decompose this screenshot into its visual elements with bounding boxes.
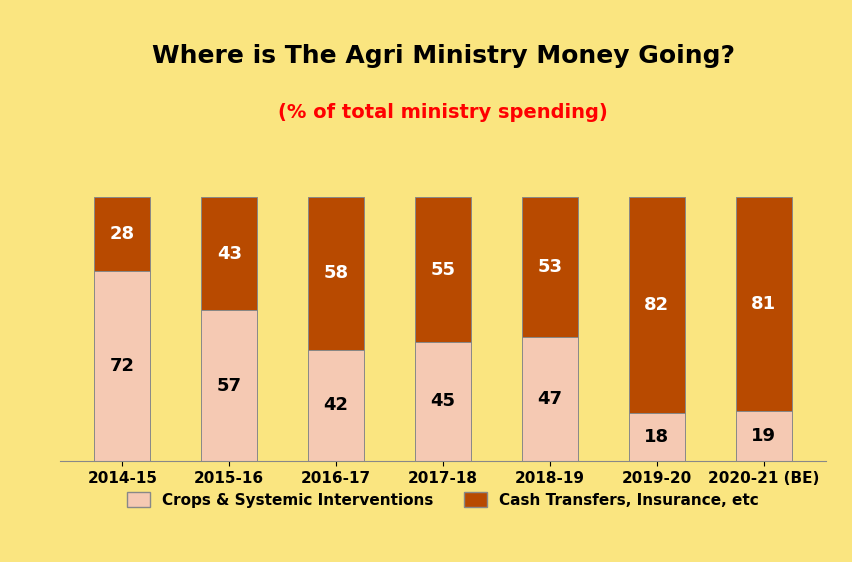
Text: 72: 72 — [110, 357, 135, 375]
Text: 47: 47 — [538, 390, 562, 408]
Text: 43: 43 — [216, 244, 242, 262]
Bar — [95, 271, 150, 461]
Bar — [201, 197, 257, 310]
Bar — [629, 197, 685, 413]
Text: (% of total ministry spending): (% of total ministry spending) — [278, 103, 608, 122]
Text: 28: 28 — [110, 225, 135, 243]
Text: 55: 55 — [430, 261, 456, 279]
Bar — [308, 350, 364, 461]
Text: 57: 57 — [216, 377, 242, 395]
Legend: Crops & Systemic Interventions, Cash Transfers, Insurance, etc: Crops & Systemic Interventions, Cash Tra… — [121, 486, 765, 514]
Text: 82: 82 — [644, 296, 670, 314]
Bar — [736, 411, 792, 461]
Bar — [522, 197, 578, 337]
Text: 18: 18 — [644, 428, 670, 446]
Text: 19: 19 — [751, 427, 776, 445]
Bar — [308, 197, 364, 350]
Bar — [629, 413, 685, 461]
Bar — [736, 197, 792, 411]
Text: 81: 81 — [751, 295, 776, 313]
Text: 45: 45 — [430, 392, 456, 410]
Bar — [201, 310, 257, 461]
Text: 53: 53 — [538, 258, 562, 276]
Bar — [522, 337, 578, 461]
Text: 58: 58 — [324, 265, 348, 283]
Text: 42: 42 — [324, 396, 348, 414]
Bar — [95, 197, 150, 271]
Text: Where is The Agri Ministry Money Going?: Where is The Agri Ministry Money Going? — [152, 44, 734, 68]
Bar — [415, 342, 471, 461]
Bar — [415, 197, 471, 342]
